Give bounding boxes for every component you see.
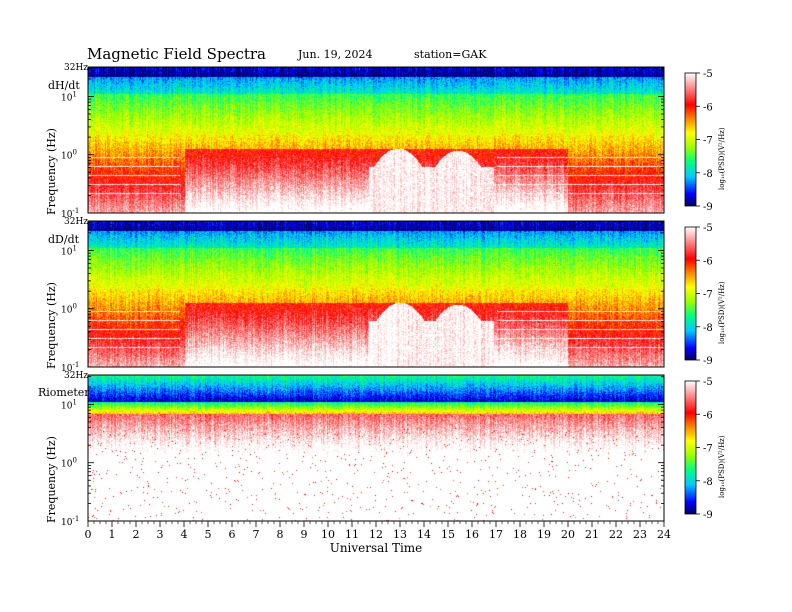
x-axis-label: Universal Time	[330, 541, 423, 555]
x-tick-label: 19	[537, 528, 551, 541]
colorbar-ticks: -5 -6 -7 -8 -9	[696, 223, 713, 367]
spectrogram-image	[88, 221, 664, 367]
y-axis-label: Frequency (Hz)	[45, 128, 58, 215]
y-tick-label: 101	[61, 90, 77, 103]
colorbar-tick-label: -6	[703, 256, 713, 267]
panel-label: dH/dt	[48, 79, 80, 92]
top-frequency-label: 32Hz	[64, 63, 88, 73]
x-tick-label: 13	[393, 528, 407, 541]
colorbar-tick-label: -6	[703, 102, 713, 113]
y-axis-label: Frequency (Hz)	[45, 436, 58, 523]
plot-frame	[87, 66, 665, 214]
y-tick-label: 10-1	[61, 361, 79, 374]
panel-label: Riometer	[38, 386, 90, 399]
plot-frame	[87, 220, 665, 368]
colorbar-tick-label: -7	[703, 444, 713, 455]
colorbar-tick-label: -9	[703, 202, 713, 213]
x-tick-label: 22	[609, 528, 623, 541]
y-tick-label: 10-1	[61, 207, 79, 220]
colorbar-tick-label: -7	[703, 136, 713, 147]
y-tick-label: 101	[61, 398, 77, 411]
colorbar-label: log₁₀(PSD)(V²/Hz)	[718, 281, 726, 344]
x-tick-label: 9	[301, 528, 308, 541]
x-tick-label: 3	[157, 528, 164, 541]
x-tick-label: 15	[441, 528, 455, 541]
colorbar-tick-label: -6	[703, 410, 713, 421]
y-tick-label: 10-1	[61, 515, 79, 528]
top-frequency-label: 32Hz	[64, 371, 88, 381]
x-tick-label: 2	[133, 528, 140, 541]
x-tick-label: 12	[369, 528, 383, 541]
spectrogram-image	[88, 67, 664, 213]
x-tick-label: 6	[229, 528, 236, 541]
x-tick-label: 21	[585, 528, 599, 541]
x-tick-label: 8	[277, 528, 284, 541]
colorbar-label: log₁₀(PSD)(V²/Hz)	[718, 435, 726, 498]
colorbar	[684, 226, 697, 361]
y-ticks: 101 100 10-1	[61, 376, 664, 528]
x-tick-label: 18	[513, 528, 527, 541]
y-tick-label: 100	[61, 149, 77, 162]
x-tick-label: 4	[181, 528, 188, 541]
x-tick-label: 0	[85, 528, 92, 541]
y-tick-label: 100	[61, 303, 77, 316]
y-ticks: 101 100 10-1	[61, 68, 664, 220]
spectrogram-dh-dt	[88, 67, 664, 213]
x-axis: 0 1 2 3 4 5 6 7 8 9 10 11 12 13 14 15 16 17 18 19 20 21 22 23 24	[85, 521, 671, 541]
colorbar-tick-label: -8	[703, 477, 713, 488]
top-frequency-label: 32Hz	[64, 217, 88, 227]
x-tick-label: 23	[633, 528, 647, 541]
colorbar-tick-label: -9	[703, 510, 713, 521]
y-ticks: 101 100 10-1	[61, 222, 664, 374]
x-tick-label: 24	[657, 528, 671, 541]
colorbar-ticks: -5 -6 -7 -8 -9	[696, 69, 713, 213]
colorbar	[684, 380, 697, 515]
colorbar-tick-label: -5	[703, 223, 713, 234]
colorbar-tick-label: -5	[703, 69, 713, 80]
y-axis-label: Frequency (Hz)	[45, 282, 58, 369]
spectrogram-riometer	[88, 375, 664, 521]
colorbar-tick-label: -5	[703, 377, 713, 388]
figure-title: Magnetic Field Spectra	[87, 45, 266, 63]
date-label: Jun. 19, 2024	[297, 48, 373, 61]
x-tick-label: 17	[489, 528, 503, 541]
station-label: station=GAK	[414, 48, 487, 61]
x-tick-label: 10	[321, 528, 335, 541]
panel-label: dD/dt	[48, 233, 80, 246]
spectrogram-dd-dt	[88, 221, 664, 367]
colorbar	[684, 72, 697, 207]
colorbar-tick-label: -8	[703, 169, 713, 180]
colorbar-ticks: -5 -6 -7 -8 -9	[696, 377, 713, 521]
colorbar-tick-label: -7	[703, 290, 713, 301]
x-tick-label: 7	[253, 528, 260, 541]
y-tick-label: 101	[61, 244, 77, 257]
spectrogram-image	[88, 375, 664, 521]
x-tick-label: 1	[109, 528, 116, 541]
colorbar-label: log₁₀(PSD)(V²/Hz)	[718, 127, 726, 190]
colorbar-tick-label: -8	[703, 323, 713, 334]
colorbar-tick-label: -9	[703, 356, 713, 367]
x-tick-label: 20	[561, 528, 575, 541]
x-tick-label: 16	[465, 528, 479, 541]
x-tick-label: 11	[345, 528, 359, 541]
x-tick-label: 5	[205, 528, 212, 541]
x-tick-label: 14	[417, 528, 431, 541]
y-tick-label: 100	[61, 457, 77, 470]
